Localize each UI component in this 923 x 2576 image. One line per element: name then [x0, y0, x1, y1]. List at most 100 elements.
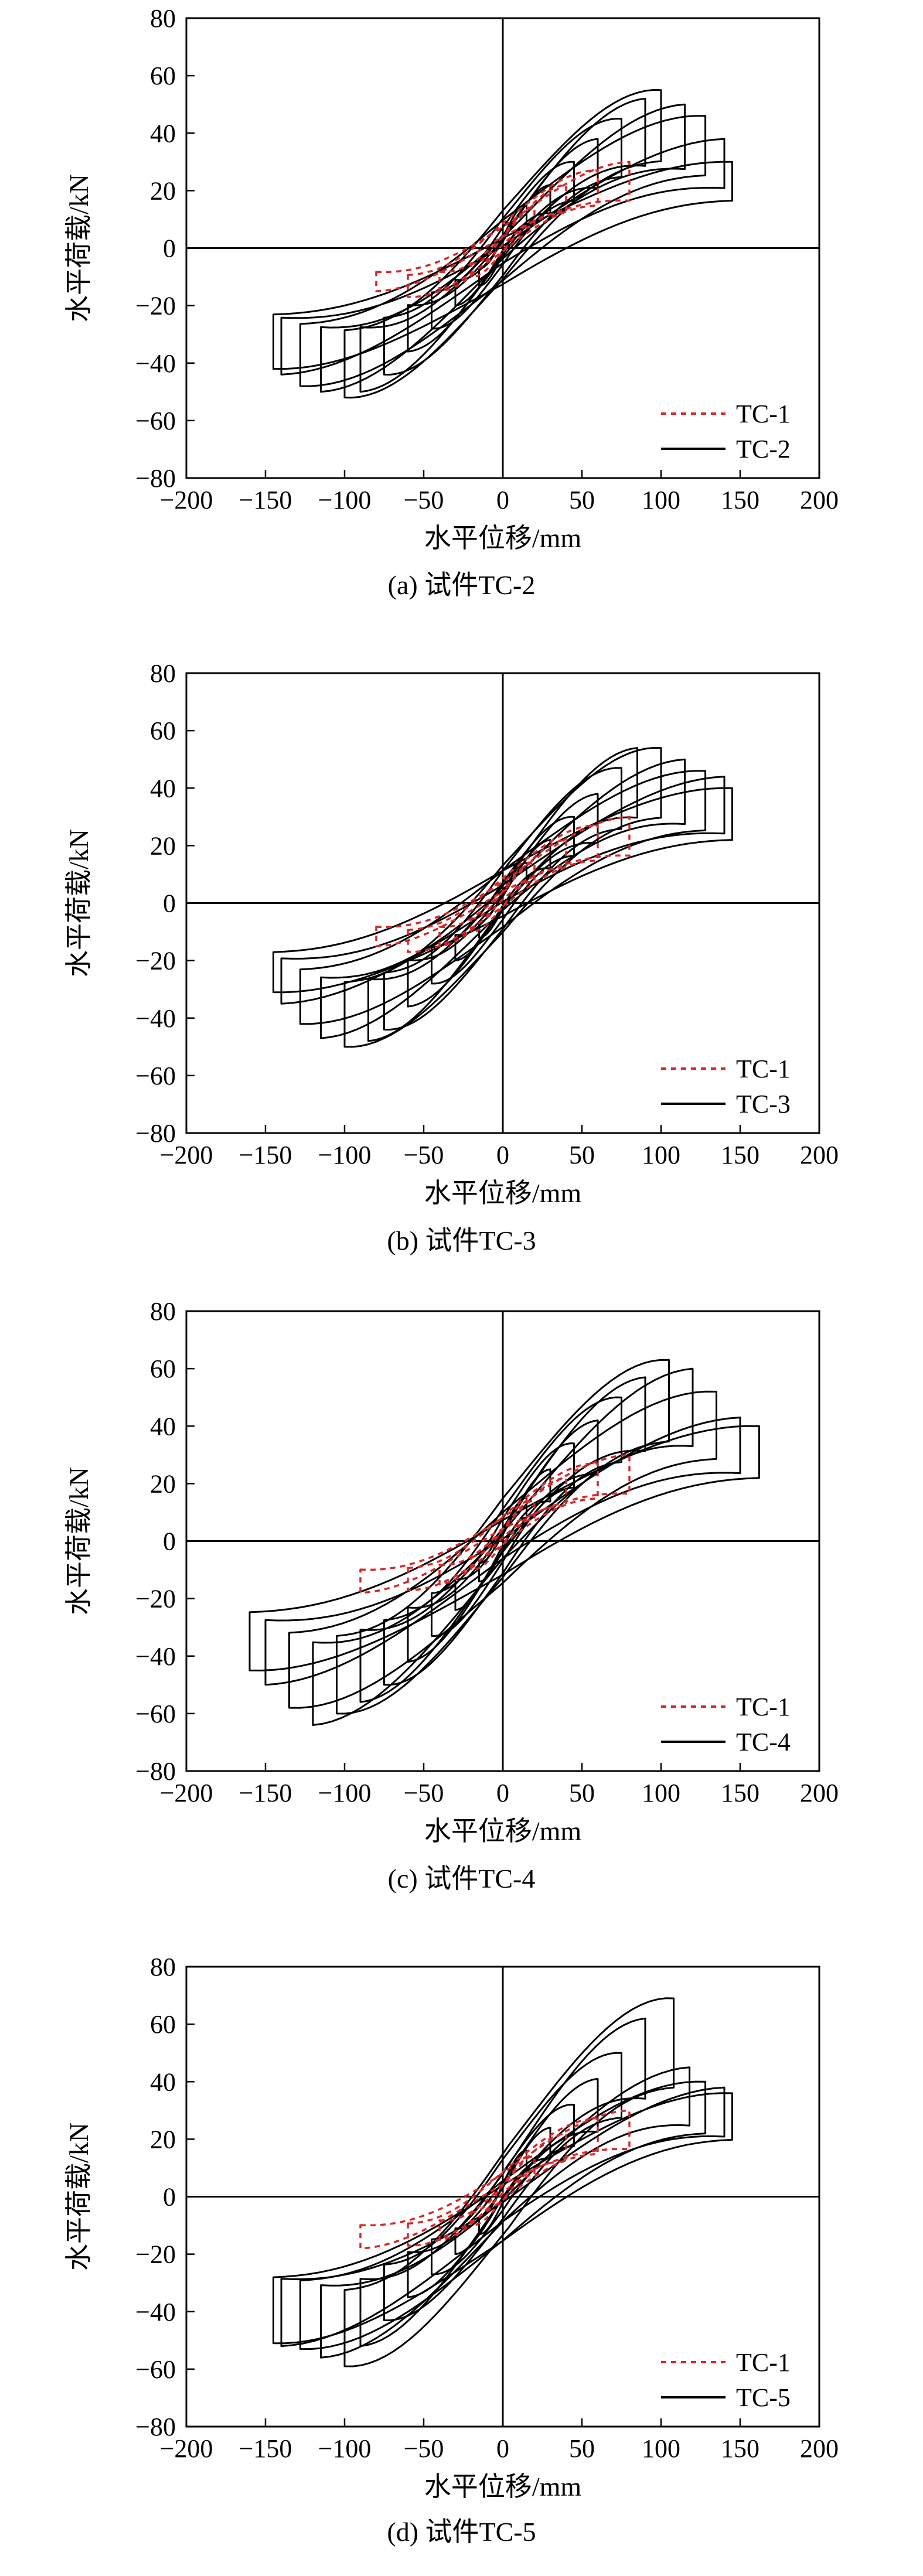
chart-b-loop [273, 787, 733, 994]
chart-c-y-tick-label: 80 [150, 1297, 176, 1326]
chart-a-legend-label: TC-1 [736, 400, 791, 428]
chart-c-series-tc-4 [248, 1359, 760, 1726]
chart-d-x-tick-label: 50 [569, 2434, 595, 2463]
chart-a-series-tc-1 [375, 161, 631, 298]
chart-d-legend-label: TC-5 [736, 2383, 791, 2412]
chart-c-y-tick-label: 20 [150, 1469, 176, 1498]
chart-d-legend-label: TC-1 [736, 2348, 791, 2377]
chart-d-x-axis-label: 水平位移/mm [424, 2472, 582, 2502]
chart-a-x-tick-label: 0 [496, 486, 509, 514]
chart-b-y-tick-label: 60 [150, 716, 176, 745]
chart-c-y-tick-label: −60 [135, 1700, 176, 1728]
chart-d-y-tick-label: 60 [150, 2010, 176, 2039]
chart-c-x-tick-label: 0 [496, 1779, 509, 1807]
chart-b-y-axis-label: 水平荷载/kN [64, 829, 94, 977]
chart-a-loop [375, 161, 631, 292]
chart-a-x-tick-label: −50 [404, 486, 444, 514]
chart-a-y-tick-label: −20 [135, 292, 176, 320]
chart-b-y-tick-label: 80 [150, 659, 176, 688]
chart-a-y-tick-label: −40 [135, 349, 176, 378]
chart-panel-a: −200 −150 −100 −50 0 50 100 150 200 −80 −60 −40 −20 0… [0, 0, 923, 644]
chart-a-y-axis-label: 水平荷载/kN [64, 174, 94, 322]
chart-b-x-tick-label: −100 [318, 1141, 372, 1169]
chart-a-x-tick-label: −150 [239, 486, 292, 514]
chart-d-loop [280, 2086, 726, 2348]
chart-b-x-tick-label: 100 [642, 1141, 680, 1169]
chart-d-caption: (d) 试件TC-5 [387, 2517, 536, 2547]
chart-b-series-tc-1 [375, 816, 631, 953]
chart-c-x-tick-label: 150 [721, 1779, 759, 1807]
chart-d-y-tick-label: −40 [135, 2298, 176, 2326]
chart-c-y-tick-label: −80 [135, 1757, 176, 1786]
chart-b-loop [343, 747, 662, 1048]
chart-d-series-tc-1 [359, 2109, 631, 2250]
chart-a-caption: (a) 试件TC-2 [387, 570, 536, 600]
chart-c-x-tick-label: 50 [569, 1779, 595, 1807]
chart-b-loop [375, 816, 631, 947]
chart-a-y-tick-label: 60 [150, 62, 176, 90]
chart-a-x-tick-label: −100 [318, 486, 372, 514]
chart-d-y-tick-label: 20 [150, 2125, 176, 2154]
chart-d-x-tick-label: −150 [239, 2434, 292, 2463]
chart-d-y-axis-label: 水平荷载/kN [64, 2123, 94, 2271]
chart-c-series-tc-1 [359, 1454, 631, 1594]
chart-panel-c: −200 −150 −100 −50 0 50 100 150 200 −80 −60 −40 −20 0… [0, 1288, 923, 1932]
chart-d-x-tick-label: 150 [721, 2434, 759, 2463]
chart-a-x-tick-label: 100 [642, 486, 680, 514]
chart-c-x-axis-label: 水平位移/mm [424, 1816, 582, 1846]
chart-d-x-tick-label: −50 [404, 2434, 444, 2463]
chart-c-caption: (c) 试件TC-4 [387, 1864, 536, 1893]
chart-c-loop [407, 1462, 599, 1591]
chart-c-x-tick-label: −100 [318, 1779, 372, 1807]
chart-d-y-tick-label: 80 [150, 1953, 176, 1981]
chart-b-y-tick-label: −60 [135, 1062, 176, 1090]
chart-c-svg: −200 −150 −100 −50 0 50 100 150 200−80−60−40−200… [64, 1297, 839, 1846]
chart-b-loop [407, 824, 599, 953]
chart-a-loop [343, 89, 662, 399]
chart-d-loop [407, 2118, 599, 2247]
chart-b-x-tick-label: 200 [800, 1141, 839, 1169]
chart-b-y-tick-label: 0 [163, 889, 176, 918]
chart-b-legend-label: TC-3 [736, 1090, 791, 1118]
chart-c-loop [248, 1425, 760, 1671]
chart-a-y-tick-label: 0 [163, 234, 176, 263]
chart-b-legend-label: TC-1 [736, 1055, 791, 1083]
chart-a-loop [273, 161, 733, 370]
chart-a-x-axis-label: 水平位移/mm [424, 523, 582, 553]
chart-d-y-tick-label: −80 [135, 2413, 176, 2441]
chart-b-y-tick-label: −80 [135, 1119, 176, 1148]
chart-c-x-tick-label: −150 [239, 1779, 292, 1807]
chart-c-y-tick-label: 40 [150, 1412, 176, 1441]
chart-b-x-tick-label: 150 [721, 1141, 759, 1169]
chart-b-x-tick-label: −150 [239, 1141, 292, 1169]
chart-b-loop [299, 770, 707, 1025]
chart-b-y-tick-label: 40 [150, 774, 176, 803]
chart-b-caption: (b) 试件TC-3 [387, 1226, 536, 1255]
chart-c-y-tick-label: 60 [150, 1354, 176, 1383]
chart-a-y-tick-label: 20 [150, 176, 176, 205]
chart-panel-b: −200 −150 −100 −50 0 50 100 150 200 −80 −60 −40 −20 0… [0, 644, 923, 1288]
chart-a-x-tick-label: −200 [160, 486, 213, 514]
chart-b-y-tick-label: 20 [150, 831, 176, 860]
chart-b-svg: −200 −150 −100 −50 0 50 100 150 200−80−60−40−200… [64, 659, 839, 1208]
chart-c-x-tick-label: −200 [160, 1779, 213, 1807]
chart-c-y-tick-label: −40 [135, 1642, 176, 1671]
chart-b-x-tick-label: −50 [404, 1141, 444, 1169]
chart-a-y-tick-label: 40 [150, 119, 176, 148]
chart-b-x-tick-label: 0 [496, 1141, 509, 1169]
chart-a-x-tick-label: 200 [800, 486, 839, 514]
chart-a-x-tick-label: 50 [569, 486, 595, 514]
chart-b-x-tick-label: −200 [160, 1141, 213, 1169]
chart-d-y-tick-label: −60 [135, 2355, 176, 2384]
chart-d-x-tick-label: 0 [496, 2434, 509, 2463]
chart-a-x-tick-label: 150 [721, 486, 759, 514]
chart-d-loop [273, 2092, 733, 2345]
chart-c-x-tick-label: −50 [404, 1779, 444, 1807]
chart-c-legend-label: TC-1 [736, 1693, 791, 1721]
chart-d-svg: −200 −150 −100 −50 0 50 100 150 200−80−60−40−200… [64, 1953, 839, 2502]
chart-a-loop [280, 138, 726, 376]
chart-b-loop [320, 758, 686, 1039]
chart-d-x-tick-label: −200 [160, 2434, 213, 2463]
chart-c-y-axis-label: 水平荷载/kN [64, 1467, 94, 1615]
